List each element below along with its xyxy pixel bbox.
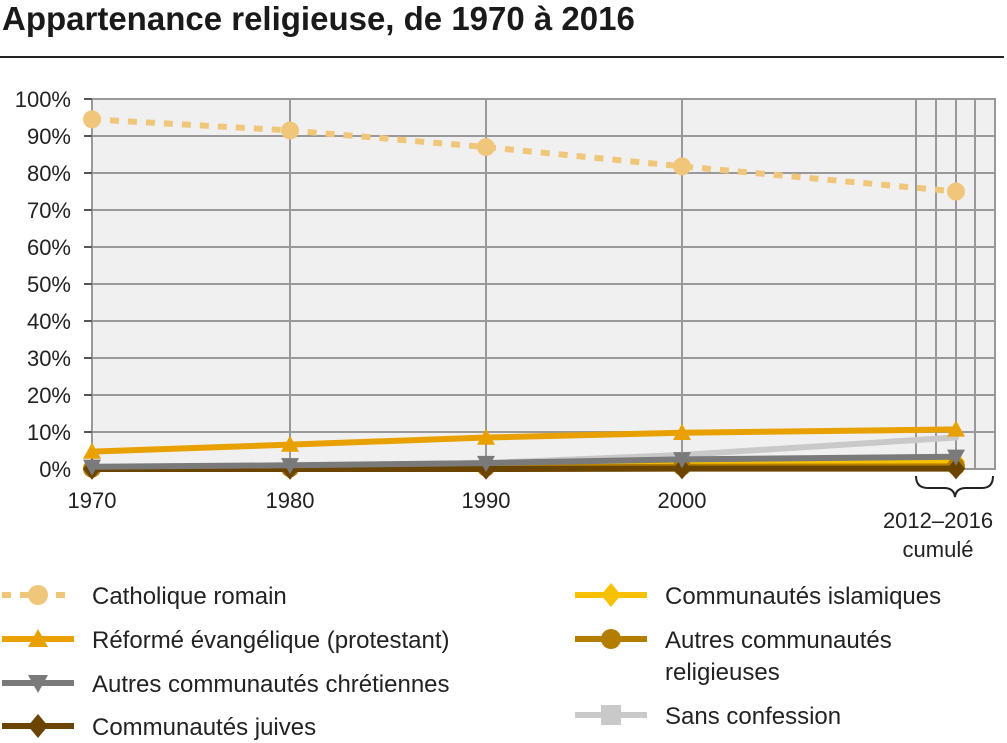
series-autres-communaut-s-chr-tiennes: [83, 449, 965, 476]
data-point: [83, 442, 101, 459]
y-tick-label: 40%: [27, 309, 71, 334]
data-point: [281, 458, 299, 475]
data-point: [947, 182, 965, 201]
data-point: [281, 435, 299, 452]
legend: Catholique romain Réformé évangélique (pr…: [2, 583, 941, 741]
axes: 0% 10% 20% 30% 40% 50% 60% 70% 80% 90% 100% 1970 198…: [15, 87, 994, 562]
legend-label: Communautés juives: [92, 714, 316, 741]
series-catholique-romain: [83, 110, 965, 201]
data-point: [28, 585, 48, 605]
y-tick-label: 90%: [27, 124, 71, 149]
legend-label: Réformé évangélique (protestant): [92, 627, 450, 654]
legend-label: religieuses: [665, 659, 780, 686]
data-point: [601, 705, 621, 725]
chart-title: Appartenance religieuse, de 1970 à 2016: [2, 0, 635, 37]
data-point: [83, 459, 101, 476]
y-tick-label: 50%: [27, 272, 71, 297]
data-point: [477, 455, 495, 473]
x-tick-label: 1970: [68, 488, 117, 513]
legend-item: Autres communautés religieuses: [575, 627, 892, 686]
x-tick-label: 2000: [658, 488, 707, 513]
data-point: [83, 110, 101, 129]
series-r-form-vang-lique-protestant-: [83, 420, 965, 459]
y-tick-label: 60%: [27, 235, 71, 260]
legend-item: Autres communautés chrétiennes: [2, 671, 450, 698]
legend-label: Autres communautés: [665, 627, 892, 654]
data-point: [947, 420, 965, 437]
data-point: [477, 428, 495, 445]
data-point: [673, 452, 691, 469]
x-bracket-label: cumulé: [903, 537, 974, 562]
data-point: [673, 457, 691, 480]
legend-item: Réformé évangélique (protestant): [2, 627, 450, 654]
data-point: [28, 629, 48, 647]
data-point: [947, 457, 965, 480]
legend-item: Sans confession: [575, 703, 841, 730]
legend-label: Autres communautés chrétiennes: [92, 671, 450, 698]
legend-label: Communautés islamiques: [665, 583, 941, 610]
y-tick-label: 30%: [27, 346, 71, 371]
data-point: [673, 423, 691, 440]
y-tick-label: 10%: [27, 420, 71, 445]
data-point: [673, 157, 691, 176]
legend-label: Sans confession: [665, 703, 841, 730]
y-tick-label: 20%: [27, 383, 71, 408]
data-point: [281, 121, 299, 140]
data-point: [28, 675, 48, 693]
legend-item: Catholique romain: [2, 583, 287, 610]
legend-item: Communautés juives: [2, 714, 316, 741]
data-point: [947, 449, 965, 466]
x-bracket-label: 2012–2016: [883, 508, 993, 533]
y-tick-label: 80%: [27, 161, 71, 186]
data-point: [601, 629, 621, 649]
legend-item: Communautés islamiques: [575, 583, 941, 610]
series-group: [83, 110, 965, 480]
period-bracket: [915, 475, 994, 498]
legend-label: Catholique romain: [92, 583, 287, 610]
x-tick-label: 1990: [462, 488, 511, 513]
data-point: [601, 583, 621, 607]
y-tick-label: 0%: [39, 457, 71, 482]
data-point: [477, 138, 495, 157]
title-divider: [0, 56, 1004, 58]
x-tick-label: 1980: [266, 488, 315, 513]
y-tick-label: 100%: [15, 87, 71, 112]
series-line: [91, 116, 957, 195]
data-point: [28, 714, 48, 738]
y-tick-label: 70%: [27, 198, 71, 223]
gridlines: [92, 98, 995, 470]
